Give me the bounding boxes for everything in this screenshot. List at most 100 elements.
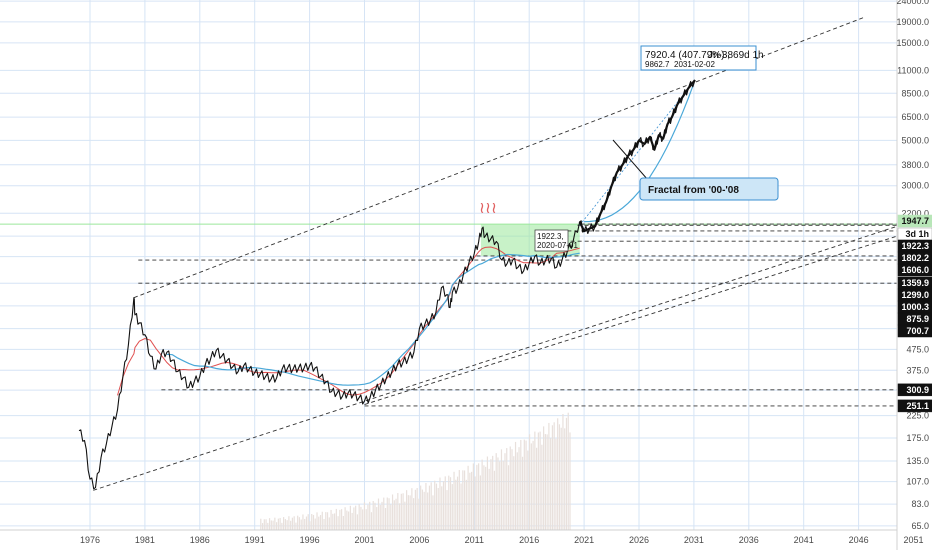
volume-bar <box>435 483 438 530</box>
price-tag-box <box>897 324 932 338</box>
volume-bar <box>557 418 559 530</box>
volume-bar <box>536 447 538 530</box>
volume-bar <box>493 470 496 530</box>
volume-bar <box>423 491 425 530</box>
volume-bar <box>458 470 460 530</box>
date-box-line1: 1922.3, <box>537 232 564 241</box>
volume-bar <box>562 414 564 530</box>
y-tick-label: 375.0 <box>906 365 929 375</box>
price-tag-label: 1922.3 <box>901 241 929 251</box>
price-tag-box <box>897 399 932 413</box>
volume-bar <box>511 449 513 530</box>
price-tag: 1802.2 <box>897 251 932 265</box>
volume-bar <box>304 518 306 530</box>
x-tick-label: 2011 <box>465 535 484 545</box>
y-tick-label: 83.0 <box>911 499 929 509</box>
volume-bar <box>523 439 525 530</box>
volume-bar <box>263 519 265 530</box>
volume-bar <box>474 476 476 530</box>
volume-bar <box>495 453 497 530</box>
volume-bar <box>404 501 406 530</box>
volume-bar <box>548 422 550 530</box>
volume-bar <box>335 508 337 530</box>
volume-bar <box>356 514 359 530</box>
volume-bar <box>393 500 395 530</box>
volume-bar <box>462 470 464 530</box>
y-tick-label: 3000.0 <box>901 181 929 191</box>
volume-bar <box>406 490 408 530</box>
volume-bar <box>274 517 276 530</box>
volume-bar <box>344 507 346 530</box>
volume-bar <box>297 515 299 530</box>
volume-bar <box>318 516 320 530</box>
price-tag-box <box>897 263 932 277</box>
volume-bar <box>298 517 301 530</box>
volume-bar <box>346 510 348 530</box>
volume-bar <box>348 511 350 530</box>
volume-bar <box>500 449 503 530</box>
volume-bar <box>409 495 411 530</box>
measure-box[interactable] <box>640 45 757 71</box>
volume-bar <box>391 494 394 530</box>
volume-bar <box>414 489 416 530</box>
volume-bar <box>465 479 467 530</box>
moving-averages <box>117 82 695 396</box>
price-tag-label: 700.7 <box>906 326 929 336</box>
volume-bar <box>446 490 448 530</box>
price-tag-label: 1359.9 <box>901 278 929 288</box>
volume-bar <box>541 444 543 530</box>
volume-bar <box>360 506 362 530</box>
volume-bar <box>369 501 371 530</box>
x-tick-label: 1976 <box>80 535 100 545</box>
volume-bar <box>478 463 480 530</box>
volume-bar <box>323 518 325 530</box>
volume-bar <box>544 434 546 530</box>
volume-bar <box>528 434 531 530</box>
volume-bar <box>337 516 339 530</box>
y-tick-label: 15000.0 <box>896 38 929 48</box>
volume-bar <box>312 514 315 530</box>
volume-bars <box>260 412 571 530</box>
volume-bar <box>402 493 404 530</box>
x-tick-label: 1986 <box>190 535 210 545</box>
price-tag: 1000.3 <box>897 300 932 314</box>
volume-bar <box>485 466 487 530</box>
volume-bar <box>319 515 322 530</box>
y-tick-label: 8500.0 <box>901 88 929 98</box>
volume-bar <box>434 480 436 530</box>
volume-bar <box>530 443 532 530</box>
volume-bar <box>449 477 452 530</box>
x-tick-label: 2021 <box>574 535 594 545</box>
volume-bar <box>509 446 511 530</box>
y-tick-label: 107.0 <box>906 477 929 487</box>
y-tick-label: 19000.0 <box>896 17 929 27</box>
price-tag: 1359.9 <box>897 276 932 290</box>
fractal-note[interactable] <box>639 177 779 201</box>
volume-bar <box>407 495 409 530</box>
volume-bar <box>551 425 554 530</box>
volume-bar <box>330 509 332 530</box>
price-tags: 1947.7 3d 1h 1922.3 1802.2 1606.0 1359.9 1299.… <box>897 214 932 413</box>
volume-bar <box>363 502 366 530</box>
price-tag: 300.9 <box>897 383 932 397</box>
volume-bar <box>546 434 548 530</box>
volume-bar <box>381 501 383 530</box>
price-tag: 875.9 <box>897 312 932 326</box>
price-tag-label: 1947.7 <box>901 216 929 226</box>
volume-bar <box>358 504 360 530</box>
volume-bar <box>427 492 429 530</box>
volume-bar <box>374 502 376 530</box>
fractal-note-text: Fractal from '00-'08 <box>648 185 739 196</box>
price-tag-box <box>897 383 932 397</box>
price-tag-label: 3d 1h <box>905 229 929 239</box>
volume-bar <box>525 440 527 530</box>
volume-bar <box>268 518 271 530</box>
volume-bar <box>260 518 262 530</box>
volume-bar <box>539 431 541 530</box>
price-tag-label: 1299.0 <box>901 290 929 300</box>
note-pointer <box>612 139 649 181</box>
volume-bar <box>479 475 481 530</box>
measure-line1: 7920.4 (407.79%) , <box>645 50 730 61</box>
volume-bar <box>502 460 504 530</box>
volume-bar <box>339 509 341 530</box>
